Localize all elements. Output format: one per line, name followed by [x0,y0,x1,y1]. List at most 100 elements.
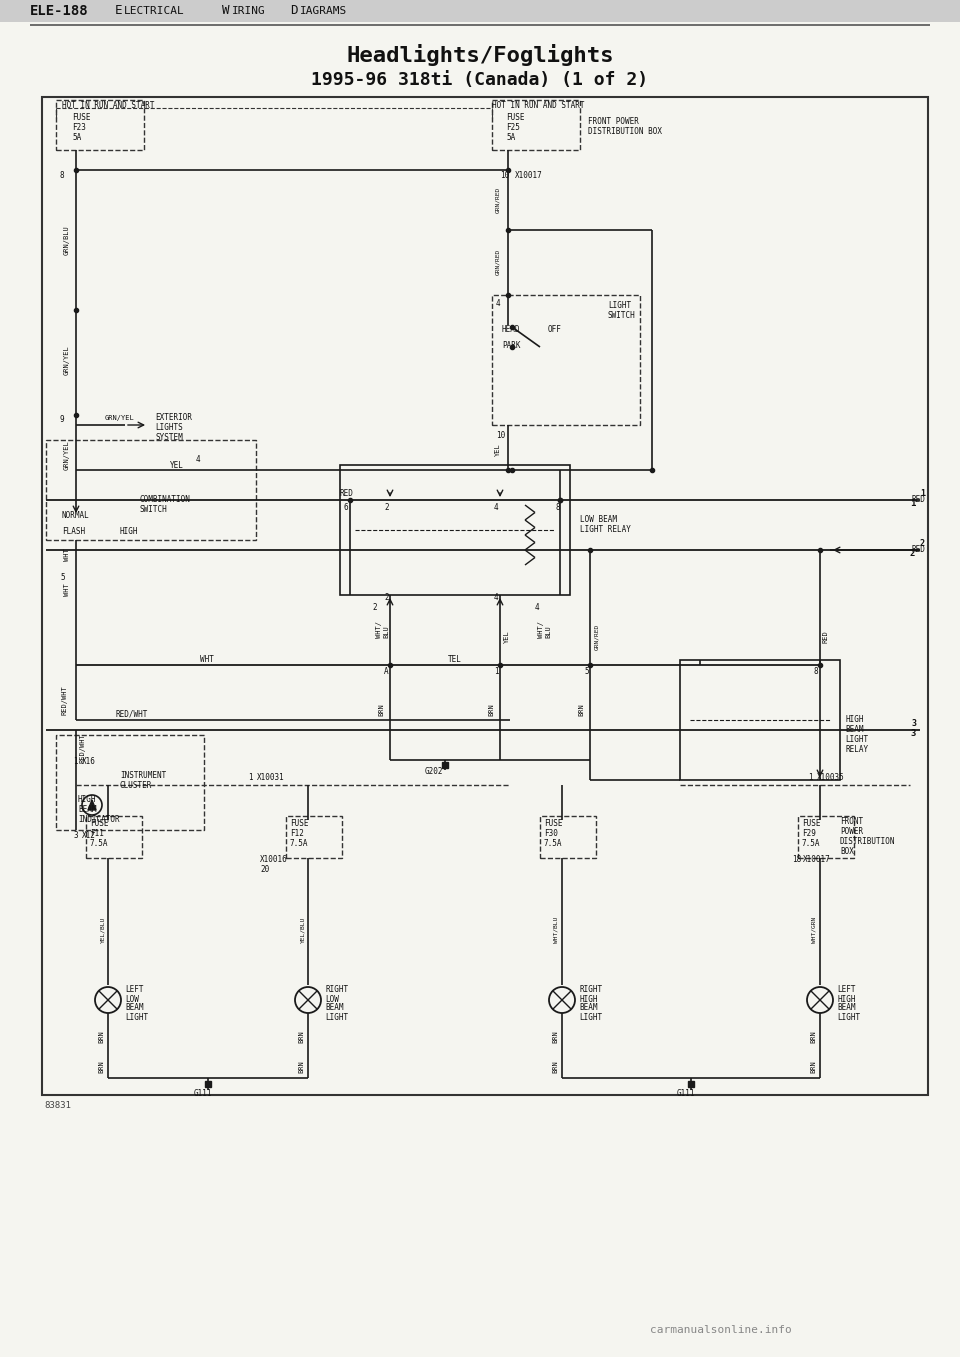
Text: LOW BEAM: LOW BEAM [580,516,617,525]
Text: SWITCH: SWITCH [140,506,168,514]
Text: 4: 4 [494,503,498,513]
Text: LEFT: LEFT [125,985,143,995]
Text: GRN/YEL: GRN/YEL [64,440,70,470]
Bar [540,816,596,858]
Text: X10035: X10035 [817,773,845,783]
Text: DISTRIBUTION: DISTRIBUTION [840,837,896,847]
Text: 8: 8 [555,502,560,512]
Text: LIGHT: LIGHT [845,735,868,745]
Bar [492,100,580,151]
Text: BEAM: BEAM [845,726,863,734]
Text: RED: RED [340,490,354,498]
Text: GRN/BLU: GRN/BLU [64,225,70,255]
Text: LECTRICAL: LECTRICAL [124,5,184,16]
Text: G111: G111 [677,1090,695,1099]
Text: LIGHT: LIGHT [125,1012,148,1022]
Text: 4: 4 [496,299,500,308]
Text: FUSE: FUSE [90,820,108,829]
Text: HOT IN RUN AND START: HOT IN RUN AND START [62,100,155,110]
Text: BRN: BRN [378,704,384,716]
Text: 2: 2 [372,603,376,612]
Text: BRN: BRN [552,1061,558,1073]
Text: SYSTEM: SYSTEM [155,433,182,442]
Bar [86,816,142,858]
Bar [56,735,204,830]
Text: PARK: PARK [502,341,520,350]
Text: YEL/BLU: YEL/BLU [100,917,105,943]
Text: 5A: 5A [506,133,516,142]
Text: 8: 8 [814,668,819,677]
Text: HIGH: HIGH [78,795,97,805]
Text: F23: F23 [72,123,85,133]
Text: WHT: WHT [64,584,70,596]
Text: LIGHTS: LIGHTS [155,423,182,433]
Text: 1995-96 318ti (Canada) (1 of 2): 1995-96 318ti (Canada) (1 of 2) [311,71,649,90]
Text: 3: 3 [910,729,916,737]
Text: LIGHT: LIGHT [837,1012,860,1022]
Text: 7.5A: 7.5A [802,840,821,848]
Bar [492,294,640,425]
Text: 5A: 5A [72,133,82,142]
Text: BOX: BOX [840,848,853,856]
Text: GRN/YEL: GRN/YEL [64,345,70,375]
Text: NORMAL: NORMAL [62,512,89,521]
Text: X12: X12 [82,832,96,840]
Text: LIGHT: LIGHT [608,300,631,309]
Text: YEL/BLU: YEL/BLU [300,917,305,943]
Text: 1: 1 [920,490,925,498]
Text: 4: 4 [494,593,498,601]
Text: WHT/BLU: WHT/BLU [554,917,559,943]
Text: LIGHT: LIGHT [325,1012,348,1022]
Text: F11: F11 [90,829,104,839]
Text: BRN: BRN [810,1061,816,1073]
Text: COMBINATION: COMBINATION [140,495,191,505]
Text: BRN: BRN [552,1030,558,1044]
Text: 1: 1 [808,773,812,783]
Text: 2: 2 [920,540,925,548]
Text: BEAM: BEAM [325,1003,344,1012]
Text: INSTRUMENT: INSTRUMENT [120,772,166,780]
Text: 1: 1 [73,757,78,767]
Text: INDICATOR: INDICATOR [78,816,120,825]
Text: X16: X16 [82,757,96,767]
Text: EXTERIOR: EXTERIOR [155,414,192,422]
Text: F25: F25 [506,123,520,133]
Text: WHT: WHT [200,654,214,664]
Text: HEAD: HEAD [502,326,520,334]
Text: 2: 2 [384,503,389,513]
Text: BRN: BRN [98,1030,104,1044]
Text: FRONT: FRONT [840,817,863,826]
Text: YEL: YEL [504,631,510,643]
Text: 4: 4 [535,603,540,612]
Text: 3: 3 [912,719,917,729]
Text: BRN: BRN [298,1030,304,1044]
Text: 6: 6 [344,502,348,512]
Text: F29: F29 [802,829,816,839]
Text: RED: RED [912,546,925,555]
Bar [56,100,144,151]
Bar [680,660,840,780]
Text: W: W [222,4,229,18]
Text: HIGH: HIGH [837,995,855,1003]
Text: BEAM: BEAM [125,1003,143,1012]
Text: X10031: X10031 [257,773,285,783]
Bar [286,816,342,858]
Text: BEAM: BEAM [579,1003,597,1012]
Text: CLUSTER: CLUSTER [120,782,153,791]
Text: LEFT: LEFT [837,985,855,995]
Text: 5: 5 [584,668,588,677]
Text: F12: F12 [290,829,304,839]
Text: BRN: BRN [298,1061,304,1073]
Text: 1: 1 [248,773,252,783]
Bar [798,816,854,858]
Text: 10: 10 [500,171,509,180]
Text: HIGH: HIGH [579,995,597,1003]
Text: 1: 1 [494,668,498,677]
Polygon shape [88,801,96,810]
Text: LOW: LOW [125,995,139,1003]
Text: POWER: POWER [840,828,863,836]
Text: HIGH: HIGH [845,715,863,725]
Text: GRN/YEL: GRN/YEL [105,415,134,421]
Bar [340,465,570,594]
Text: 5: 5 [60,574,64,582]
